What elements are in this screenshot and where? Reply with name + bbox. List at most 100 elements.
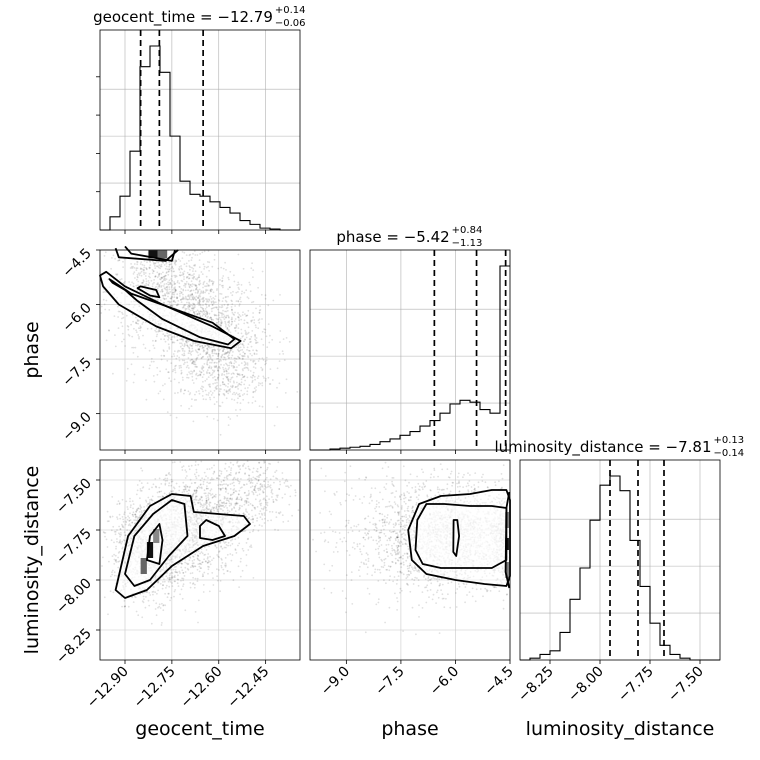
scatter-point: [197, 550, 200, 553]
scatter-point: [184, 286, 187, 288]
scatter-point: [228, 325, 231, 328]
scatter-point: [214, 386, 217, 389]
scatter-point: [231, 376, 234, 379]
scatter-point: [240, 381, 243, 384]
scatter-point: [187, 282, 190, 285]
scatter-point: [242, 335, 245, 337]
scatter-point: [183, 263, 186, 266]
scatter-point: [197, 354, 200, 357]
scatter-point: [113, 558, 116, 561]
scatter-point: [200, 387, 202, 390]
scatter-point: [222, 358, 225, 361]
scatter-point: [229, 483, 232, 485]
scatter-point: [152, 593, 154, 596]
scatter-point: [173, 262, 176, 265]
scatter-point: [209, 383, 211, 386]
scatter-point: [104, 290, 106, 293]
scatter-point: [166, 286, 168, 289]
scatter-point: [250, 319, 253, 322]
scatter-point: [208, 545, 210, 548]
scatter-point: [196, 286, 198, 289]
scatter-point: [192, 295, 195, 298]
scatter-point: [225, 389, 228, 392]
scatter-point: [228, 364, 231, 367]
scatter-point: [167, 580, 170, 583]
scatter-point: [207, 284, 210, 286]
scatter-point: [180, 301, 183, 303]
scatter-point: [194, 270, 197, 273]
scatter-point: [227, 382, 230, 385]
scatter-point: [257, 327, 260, 330]
scatter-point: [136, 261, 138, 263]
scatter-point: [240, 328, 243, 331]
scatter-point: [180, 267, 183, 270]
scatter-point: [174, 369, 176, 371]
scatter-point: [261, 357, 264, 360]
scatter-point: [102, 531, 105, 533]
scatter-point: [231, 303, 234, 306]
scatter-point: [185, 283, 188, 285]
scatter-point: [181, 297, 184, 300]
scatter-point: [238, 317, 240, 319]
scatter-point: [220, 306, 223, 309]
scatter-point: [242, 311, 244, 314]
scatter-point: [205, 303, 208, 306]
scatter-point: [129, 512, 131, 515]
scatter-point: [173, 378, 176, 381]
scatter-point: [197, 303, 199, 305]
scatter-point: [238, 313, 241, 316]
scatter-point: [226, 350, 229, 353]
scatter-point: [224, 497, 227, 499]
scatter-point: [253, 321, 256, 324]
scatter-point: [197, 276, 200, 279]
scatter-point: [179, 345, 182, 348]
scatter-point: [243, 346, 245, 349]
scatter-point: [168, 377, 171, 380]
scatter-point: [261, 384, 264, 387]
scatter-point: [198, 276, 201, 279]
scatter-point: [218, 306, 221, 308]
scatter-point: [163, 350, 165, 353]
scatter-point: [204, 315, 207, 317]
scatter-point: [140, 513, 143, 516]
scatter-point: [224, 356, 226, 359]
scatter-point: [212, 281, 215, 283]
scatter-point: [187, 563, 190, 565]
scatter-point: [140, 270, 143, 273]
scatter-point: [194, 481, 197, 484]
scatter-point: [231, 393, 234, 395]
scatter-point: [121, 340, 123, 343]
scatter-point: [153, 380, 156, 383]
scatter-point: [216, 289, 218, 291]
scatter-point: [103, 255, 106, 257]
scatter-point: [247, 326, 250, 329]
scatter-point: [135, 316, 137, 319]
scatter-point: [202, 286, 204, 289]
scatter-point: [150, 622, 153, 625]
scatter-point: [183, 490, 186, 493]
scatter-point: [145, 267, 148, 269]
scatter-point: [204, 345, 206, 347]
scatter-point: [178, 489, 181, 492]
scatter-point: [168, 300, 171, 303]
scatter-point: [136, 355, 139, 358]
scatter-point: [209, 361, 211, 364]
scatter-point: [153, 265, 156, 267]
scatter-point: [222, 383, 224, 386]
scatter-point: [121, 540, 124, 543]
scatter-point: [137, 614, 140, 617]
scatter-point: [139, 329, 142, 332]
scatter-point: [182, 585, 184, 587]
scatter-point: [165, 274, 167, 277]
scatter-point: [211, 392, 214, 394]
scatter-point: [230, 365, 233, 367]
scatter-point: [171, 582, 173, 584]
scatter-point: [213, 298, 216, 300]
scatter-point: [168, 482, 171, 484]
scatter-point: [225, 296, 228, 298]
scatter-point: [210, 494, 212, 496]
scatter-point: [182, 339, 184, 342]
scatter-point: [111, 496, 114, 498]
scatter-point: [202, 309, 205, 312]
scatter-point: [231, 543, 234, 545]
